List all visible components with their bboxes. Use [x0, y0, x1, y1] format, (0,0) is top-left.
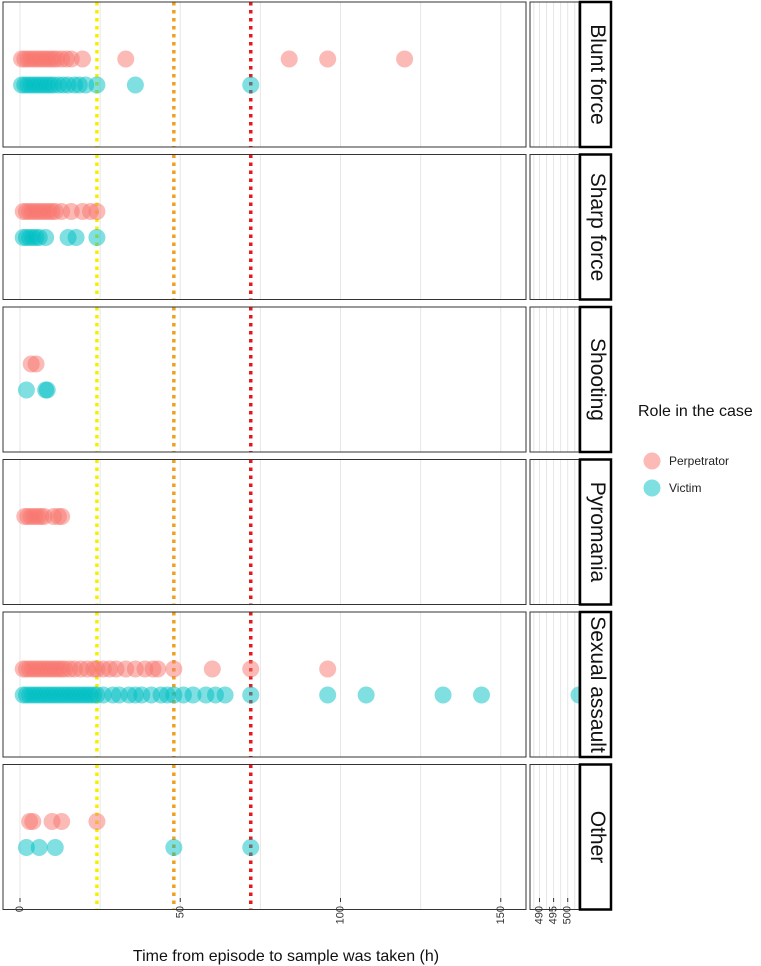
- x-tick-label: 495: [548, 906, 560, 924]
- panel-frame: [2, 1, 527, 148]
- data-point-perpetrator: [280, 50, 298, 68]
- data-point-perpetrator: [203, 660, 221, 678]
- data-point-perpetrator: [88, 203, 106, 220]
- panel-frame: [2, 764, 527, 910]
- data-point-perpetrator: [27, 355, 45, 373]
- panel-frame-right: [529, 154, 580, 300]
- data-point-victim: [30, 839, 48, 856]
- legend-title: Role in the case: [638, 403, 753, 420]
- data-point-perpetrator: [53, 508, 71, 525]
- data-point-perpetrator: [88, 813, 106, 830]
- data-point-victim: [319, 686, 337, 704]
- data-point-perpetrator: [24, 813, 42, 830]
- x-tick-label: 50: [174, 906, 186, 918]
- legend-label: Victim: [669, 481, 701, 495]
- data-point-perpetrator: [396, 50, 414, 68]
- data-point-victim: [88, 76, 106, 94]
- facet-label: Blunt force: [586, 24, 609, 124]
- legend-label: Perpetrator: [669, 454, 729, 468]
- panel-frame-right: [529, 764, 580, 910]
- data-point-perpetrator: [242, 660, 260, 678]
- panel-frame: [2, 154, 527, 300]
- x-tick-label: 150: [495, 906, 507, 924]
- data-point-victim: [37, 229, 55, 246]
- facet-strip: [578, 458, 613, 606]
- panel-frame: [2, 306, 527, 453]
- data-point-victim: [46, 839, 64, 856]
- data-point-victim: [17, 381, 35, 399]
- reference-lines-layer: [95, 2, 253, 910]
- data-point-victim: [473, 686, 491, 704]
- facet-strip: [578, 305, 613, 454]
- data-point-victim: [38, 381, 56, 399]
- data-point-victim: [242, 76, 260, 94]
- panel-frame-right: [529, 1, 580, 148]
- facet-strip: [578, 610, 613, 759]
- data-point-victim: [126, 76, 144, 94]
- data-point-victim: [242, 839, 260, 856]
- x-tick-label: 490: [533, 906, 545, 924]
- panel-frames-layer: [2, 1, 580, 910]
- x-tick-label: 0: [14, 906, 26, 912]
- facet-strip: [578, 763, 613, 911]
- data-point-victim: [357, 686, 375, 704]
- data-point-perpetrator: [53, 813, 71, 830]
- panel-frame: [2, 459, 527, 605]
- facet-label: Pyromania: [586, 482, 609, 583]
- x-tick-label: 500: [562, 906, 574, 924]
- panel-frame-right: [529, 611, 580, 758]
- grid-layer: [19, 2, 576, 910]
- legend: Role in the case Perpetrator Victim: [638, 403, 753, 497]
- facet-strips-layer: Blunt force Sharp force Shooting Pyromania S…: [578, 0, 613, 911]
- facet-strip: [578, 0, 613, 149]
- facet-label: Sexual assault: [586, 616, 609, 753]
- facet-label: Other: [586, 811, 609, 864]
- data-point-victim: [184, 686, 202, 704]
- data-point-victim: [165, 839, 183, 856]
- data-point-perpetrator: [149, 660, 167, 678]
- data-point-perpetrator: [319, 50, 337, 68]
- legend-key-victim: [643, 479, 661, 497]
- data-point-victim: [216, 686, 234, 704]
- legend-key-perpetrator: [643, 452, 661, 470]
- data-point-perpetrator: [117, 50, 135, 68]
- points-layer: [13, 50, 588, 856]
- data-point-victim: [67, 229, 85, 246]
- data-point-perpetrator: [73, 50, 91, 68]
- data-point-victim: [434, 686, 452, 704]
- data-point-victim: [17, 839, 35, 856]
- data-point-victim: [242, 686, 260, 704]
- facet-label: Sharp force: [586, 173, 609, 282]
- data-point-victim: [88, 229, 106, 246]
- data-point-perpetrator: [319, 660, 337, 678]
- facet-strip: [578, 153, 613, 301]
- panel-frame-right: [529, 459, 580, 605]
- x-axis-label: Time from episode to sample was taken (h…: [133, 948, 439, 965]
- panel-frame: [2, 611, 527, 758]
- facet-label: Shooting: [586, 338, 609, 421]
- data-point-perpetrator: [165, 660, 183, 678]
- x-axis-layer: 0 50 100 150 490 495 500: [14, 898, 574, 924]
- x-tick-label: 100: [335, 906, 347, 924]
- panel-frame-right: [529, 306, 580, 453]
